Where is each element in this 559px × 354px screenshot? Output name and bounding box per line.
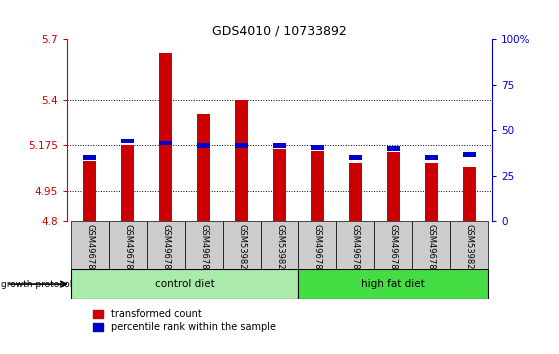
Bar	[349, 162, 362, 221]
Bar	[299, 269, 488, 299]
Bar	[387, 146, 400, 150]
Bar	[197, 143, 210, 148]
Text: GSM539823: GSM539823	[237, 224, 246, 274]
Bar	[462, 166, 476, 221]
Bar	[311, 145, 324, 149]
Bar	[425, 162, 438, 221]
Bar	[450, 221, 488, 269]
Bar	[146, 221, 184, 269]
Bar	[83, 161, 97, 221]
Text: GSM496787: GSM496787	[427, 224, 435, 275]
Legend: transformed count, percentile rank within the sample: transformed count, percentile rank withi…	[93, 309, 276, 332]
Bar	[222, 221, 260, 269]
Bar	[121, 145, 134, 221]
Text: GSM496780: GSM496780	[86, 224, 94, 274]
Bar	[375, 221, 413, 269]
Bar	[83, 155, 97, 160]
Bar	[311, 152, 324, 221]
Bar	[349, 155, 362, 160]
Text: GSM496781: GSM496781	[124, 224, 132, 274]
Text: growth protocol: growth protocol	[1, 280, 73, 289]
Bar	[273, 149, 286, 221]
Bar	[387, 152, 400, 221]
Text: GSM496785: GSM496785	[351, 224, 360, 274]
Bar	[337, 221, 375, 269]
Bar	[235, 143, 248, 148]
Bar	[413, 221, 450, 269]
Text: GSM496782: GSM496782	[161, 224, 170, 274]
Bar	[235, 100, 248, 221]
Bar	[184, 221, 222, 269]
Bar	[425, 155, 438, 160]
Bar	[299, 221, 337, 269]
Bar	[273, 143, 286, 148]
Title: GDS4010 / 10733892: GDS4010 / 10733892	[212, 25, 347, 38]
Bar	[71, 269, 299, 299]
Bar	[462, 152, 476, 156]
Text: high fat diet: high fat diet	[362, 279, 425, 289]
Text: GSM539824: GSM539824	[275, 224, 284, 274]
Text: GSM496786: GSM496786	[389, 224, 398, 275]
Bar	[159, 53, 172, 221]
Bar	[71, 221, 109, 269]
Text: control diet: control diet	[155, 279, 215, 289]
Bar	[121, 139, 134, 143]
Bar	[260, 221, 299, 269]
Bar	[109, 221, 146, 269]
Text: GSM496784: GSM496784	[313, 224, 322, 274]
Text: GSM539825: GSM539825	[465, 224, 473, 274]
Bar	[159, 141, 172, 145]
Bar	[197, 114, 210, 221]
Text: GSM496783: GSM496783	[199, 224, 208, 275]
